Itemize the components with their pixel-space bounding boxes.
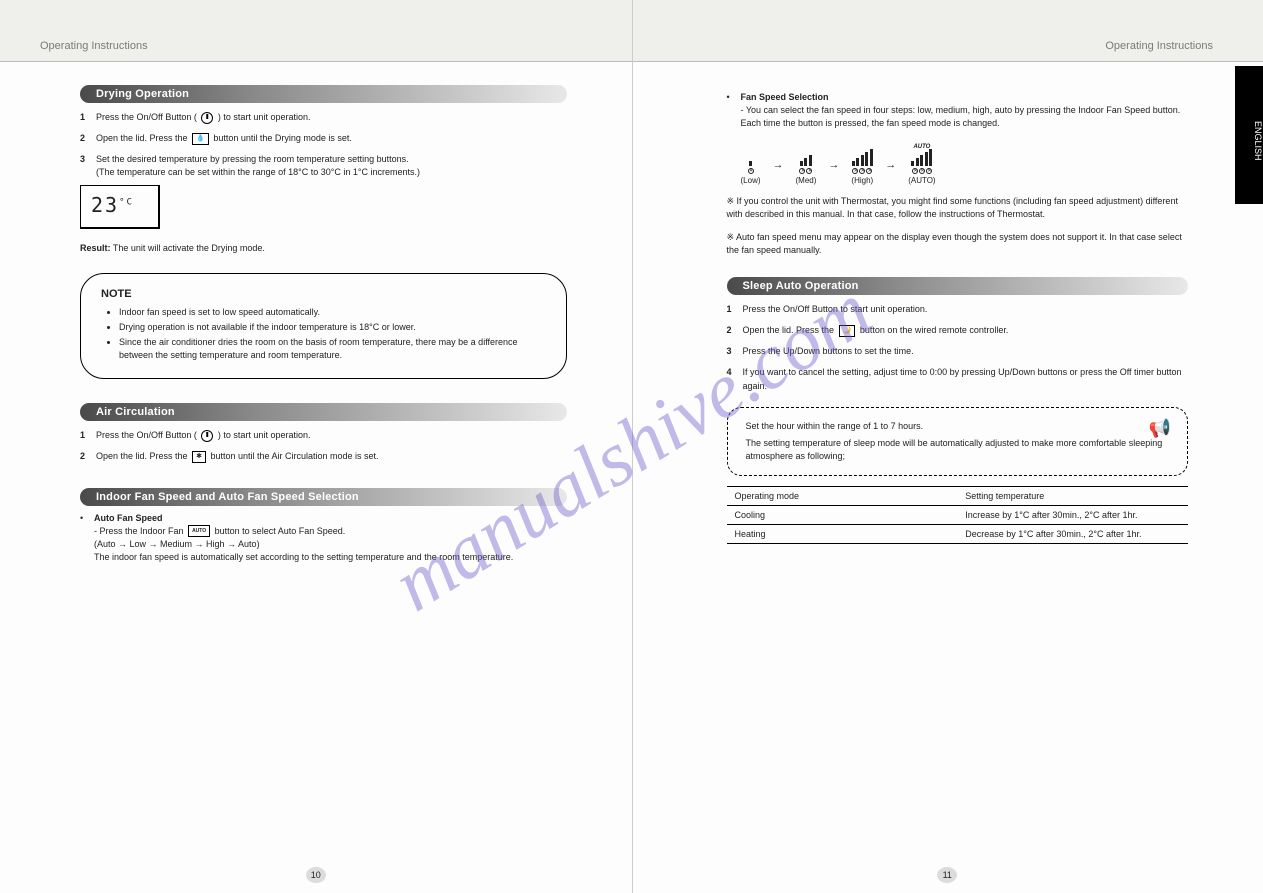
power-icon	[201, 430, 213, 442]
step-num: 1	[80, 429, 90, 442]
topbar-text-left: Operating Instructions	[40, 40, 148, 52]
section-drying-title: Drying Operation	[80, 85, 567, 103]
step-num: 1	[727, 303, 737, 316]
step-text: Set the desired temperature by pressing …	[96, 153, 420, 179]
page-gutter	[632, 0, 633, 893]
power-icon	[201, 112, 213, 124]
drying-step1: 1 Press the On/Off Button ( ) to start u…	[80, 111, 567, 124]
autofan-label: Auto Fan Speed	[94, 513, 163, 523]
arrow-icon: →	[826, 159, 841, 171]
fan-low: (Low)	[741, 150, 761, 185]
table-cell: Setting temperature	[957, 486, 1188, 505]
note-item: Since the air conditioner dries the room…	[119, 336, 546, 362]
step-num: 1	[80, 111, 90, 124]
table-cell: Increase by 1°C after 30min., 2°C after …	[957, 505, 1188, 524]
left-content: Drying Operation 1 Press the On/Off Butt…	[45, 85, 587, 564]
left-page: Operating Instructions Drying Operation …	[0, 0, 632, 893]
arrow-icon: →	[883, 159, 898, 171]
fanspeed-sel-label: Fan Speed Selection	[741, 92, 829, 102]
dash-text-a: Set the hour within the range of 1 to 7 …	[746, 420, 1170, 433]
step-text: Open the lid. Press the 🌙 button on the …	[743, 324, 1009, 337]
page-number: 10	[306, 867, 326, 883]
step-text: Press the Up/Down buttons to set the tim…	[743, 345, 914, 358]
fan-auto: AUTO (AUTO)	[908, 144, 935, 185]
lcd-display: 23°C	[80, 185, 160, 229]
note-item: Indoor fan speed is set to low speed aut…	[119, 306, 546, 319]
sleep-step3: 3 Press the Up/Down buttons to set the t…	[727, 345, 1189, 358]
table-cell: Decrease by 1°C after 30min., 2°C after …	[957, 524, 1188, 543]
page-spread: Operating Instructions Drying Operation …	[0, 0, 1263, 893]
fan-med: (Med)	[796, 150, 817, 185]
autofan-content: Auto Fan Speed - Press the Indoor Fan AU…	[94, 512, 513, 564]
language-tab: ENGLISH	[1235, 66, 1263, 204]
note-list: Indoor fan speed is set to low speed aut…	[101, 306, 546, 362]
lcd-value: 23°C	[91, 193, 134, 217]
step-num: 3	[727, 345, 737, 358]
arrow-icon: →	[771, 159, 786, 171]
step-text: Open the lid. Press the 💧 button until t…	[96, 132, 352, 145]
sleep-notice-box: 📢 Set the hour within the range of 1 to …	[727, 407, 1189, 476]
aircirc-step2: 2 Open the lid. Press the ✱ button until…	[80, 450, 567, 463]
section-sleep-title: Sleep Auto Operation	[727, 277, 1189, 295]
drying-icon: 💧	[192, 133, 209, 145]
fanspeed-sel-content: Fan Speed Selection - You can select the…	[741, 91, 1181, 130]
dash-text-b: The setting temperature of sleep mode wi…	[746, 437, 1170, 463]
right-content: • Fan Speed Selection - You can select t…	[677, 91, 1219, 544]
bullet-icon: •	[727, 91, 733, 130]
sleep-step4: 4 If you want to cancel the setting, adj…	[727, 366, 1189, 392]
fan-sequence: (Low) → (Med) → (High) → AUTO	[741, 144, 1189, 185]
table-cell: Heating	[727, 524, 958, 543]
step-num: 2	[727, 324, 737, 337]
step-text: Open the lid. Press the ✱ button until t…	[96, 450, 379, 463]
step-num: 3	[80, 153, 90, 179]
step-num: 2	[80, 132, 90, 145]
fanspeed-sel-row: • Fan Speed Selection - You can select t…	[727, 91, 1189, 130]
step-text: Press the On/Off Button to start unit op…	[743, 303, 928, 316]
sleep-step1: 1 Press the On/Off Button to start unit …	[727, 303, 1189, 316]
table-cell: Cooling	[727, 505, 958, 524]
aircirc-step1: 1 Press the On/Off Button ( ) to start u…	[80, 429, 567, 442]
step-text: Press the On/Off Button ( ) to start uni…	[96, 429, 310, 442]
section-aircirc-title: Air Circulation	[80, 403, 567, 421]
bullet-icon: •	[80, 512, 86, 564]
sleep-step2: 2 Open the lid. Press the 🌙 button on th…	[727, 324, 1189, 337]
step-text: If you want to cancel the setting, adjus…	[743, 366, 1189, 392]
section-fanspeed-title: Indoor Fan Speed and Auto Fan Speed Sele…	[80, 488, 567, 506]
topbar-right: Operating Instructions	[632, 0, 1263, 62]
auto-icon: AUTO	[188, 525, 210, 537]
megaphone-icon: 📢	[1149, 418, 1171, 439]
table-row: Heating Decrease by 1°C after 30min., 2°…	[727, 524, 1189, 543]
drying-step2: 2 Open the lid. Press the 💧 button until…	[80, 132, 567, 145]
autofan-row: • Auto Fan Speed - Press the Indoor Fan …	[80, 512, 567, 564]
note-title: NOTE	[101, 288, 546, 300]
left-footer: 10	[0, 867, 632, 883]
right-footer: 11	[632, 867, 1263, 883]
step-num: 2	[80, 450, 90, 463]
right-page: Operating Instructions ENGLISH • Fan Spe…	[632, 0, 1263, 893]
table-row: Operating mode Setting temperature	[727, 486, 1189, 505]
sleep-icon: 🌙	[839, 325, 856, 337]
fan-icon: ✱	[192, 451, 206, 463]
fan-note-2: ※ Auto fan speed menu may appear on the …	[727, 231, 1189, 257]
topbar-left: Operating Instructions	[0, 0, 632, 62]
fan-note-1: ※ If you control the unit with Thermosta…	[727, 195, 1189, 221]
note-box: NOTE Indoor fan speed is set to low spee…	[80, 273, 567, 379]
table-cell: Operating mode	[727, 486, 958, 505]
drying-result: Result: The unit will activate the Dryin…	[80, 242, 567, 255]
page-number: 11	[937, 867, 957, 883]
step-text: Press the On/Off Button ( ) to start uni…	[96, 111, 310, 124]
step-num: 4	[727, 366, 737, 392]
drying-step3: 3 Set the desired temperature by pressin…	[80, 153, 567, 179]
topbar-text-right: Operating Instructions	[1105, 40, 1213, 52]
table-row: Cooling Increase by 1°C after 30min., 2°…	[727, 505, 1189, 524]
sleep-temp-table: Operating mode Setting temperature Cooli…	[727, 486, 1189, 544]
note-item: Drying operation is not available if the…	[119, 321, 546, 334]
fan-high: (High)	[851, 150, 873, 185]
